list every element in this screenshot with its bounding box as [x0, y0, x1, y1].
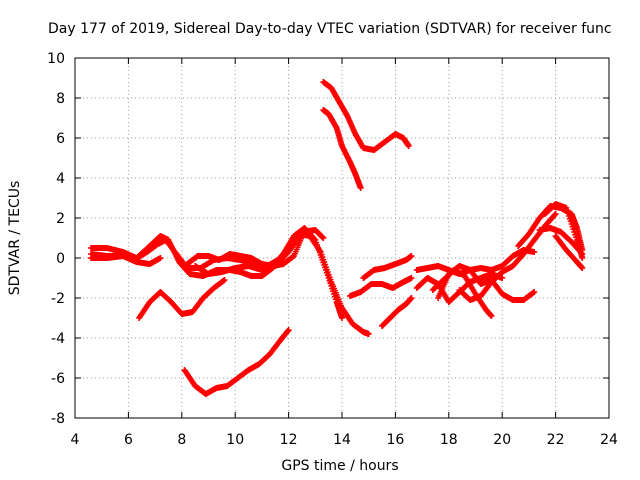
data-point: [551, 212, 558, 218]
data-point: [408, 275, 415, 281]
x-tick-label: 6: [124, 432, 133, 448]
series-trace-7: [181, 327, 292, 397]
y-tick-label: 2: [56, 211, 65, 227]
y-tick-label: -2: [51, 291, 65, 307]
data-point: [301, 227, 308, 233]
data-point: [408, 253, 415, 259]
y-tick-label: 6: [56, 131, 65, 147]
x-tick-label: 10: [226, 432, 244, 448]
x-axis: 4 6 8 10 12 14 16 18 20 22 24: [71, 58, 618, 448]
series-trace-5: [184, 227, 308, 269]
x-tick-label: 18: [440, 432, 458, 448]
x-tick-label: 16: [386, 432, 404, 448]
y-tick-label: 4: [56, 171, 65, 187]
y-axis-label: SDTVAR / TECUs: [7, 181, 23, 296]
data-point: [531, 249, 538, 255]
series-trace-6: [136, 277, 228, 321]
data-point: [552, 211, 559, 217]
series-trace-12: [379, 295, 415, 329]
x-tick-label: 20: [493, 432, 511, 448]
chart-title: Day 177 of 2019, Sidereal Day-to-day VTE…: [48, 21, 612, 37]
series-trace-8: [320, 79, 412, 153]
x-tick-label: 4: [71, 432, 80, 448]
x-tick-label: 12: [280, 432, 298, 448]
series-trace-11: [347, 275, 415, 299]
y-tick-label: -8: [51, 411, 65, 427]
data-point: [408, 295, 415, 301]
data-point: [531, 289, 538, 295]
x-tick-label: 22: [547, 432, 565, 448]
grid: [75, 58, 609, 418]
series-trace-17: [456, 211, 559, 303]
y-tick-label: 8: [56, 91, 65, 107]
data-point: [285, 327, 292, 333]
y-axis: -8 -6 -4 -2 0 2 4 6 8 10: [47, 51, 609, 427]
data-point: [157, 255, 164, 261]
x-tick-label: 8: [177, 432, 186, 448]
x-axis-label: GPS time / hours: [281, 458, 398, 474]
series-trace-10: [360, 253, 415, 281]
series-trace-3: [88, 253, 164, 267]
data-point: [488, 313, 495, 319]
data-point: [579, 255, 586, 261]
y-tick-label: 10: [47, 51, 65, 67]
data-point: [221, 277, 228, 283]
data-point: [365, 331, 372, 337]
series-trace-20: [541, 201, 586, 261]
x-tick-label: 14: [333, 432, 351, 448]
data-point: [357, 185, 364, 191]
data-point: [499, 275, 506, 281]
x-tick-label: 24: [600, 432, 618, 448]
y-tick-label: 0: [56, 251, 65, 267]
data-point: [579, 265, 586, 271]
series-trace-21: [552, 233, 586, 271]
data-point: [405, 143, 412, 149]
series-trace-9: [320, 107, 364, 191]
data-point: [339, 315, 345, 321]
data-points: [88, 79, 586, 397]
y-tick-label: -6: [51, 371, 65, 387]
y-tick-label: -4: [51, 331, 65, 347]
data-point: [320, 235, 327, 241]
